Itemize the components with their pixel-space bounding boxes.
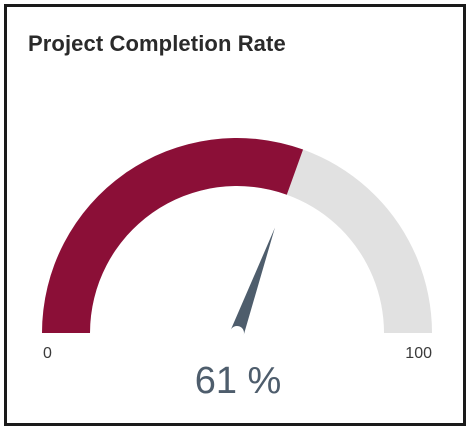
gauge-max-label: 100 [405,345,432,362]
gauge-value-arc [42,138,304,333]
chart-title: Project Completion Rate [28,31,286,56]
gauge-min-label: 0 [43,345,52,362]
gauge-needle [230,227,275,336]
gauge-value-label: 61 % [195,360,282,402]
